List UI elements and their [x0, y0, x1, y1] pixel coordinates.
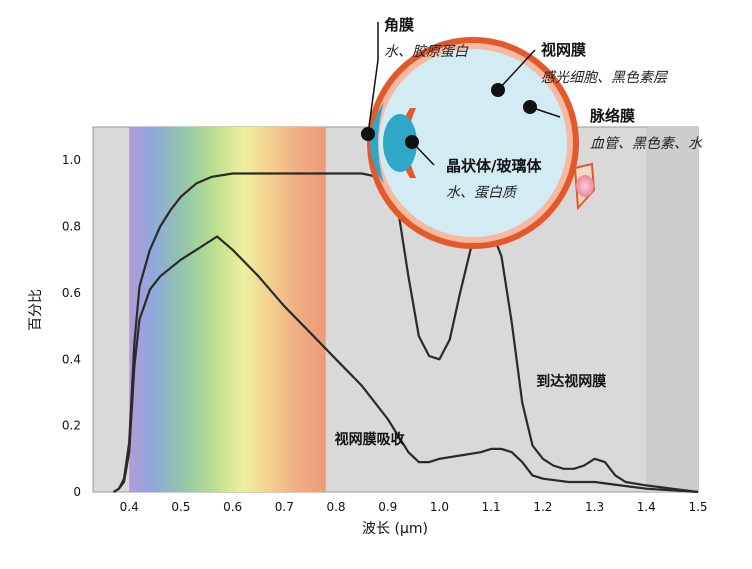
curve-label: 到达视网膜 [536, 373, 606, 390]
optic-nerve [576, 175, 594, 197]
y-tick-label: 1.0 [62, 153, 81, 167]
y-tick-label: 0 [73, 485, 81, 499]
x-tick-label: 0.5 [171, 500, 190, 514]
ir-shade-region [646, 127, 698, 492]
y-tick-label: 0.6 [62, 286, 81, 300]
x-tick-label: 1.5 [688, 500, 707, 514]
x-axis-label: 波长 (μm) [362, 521, 428, 537]
retina-title: 视网膜 [541, 41, 586, 59]
eye-vitreous [379, 49, 567, 237]
y-tick-label: 0.8 [62, 220, 81, 234]
annotation-leaders [361, 22, 561, 166]
curve-label: 视网膜吸收 [335, 431, 406, 448]
retina-subtitle: 感光细胞、黑色素层 [541, 70, 669, 86]
x-tick-label: 0.7 [275, 500, 294, 514]
curves-group [113, 172, 699, 494]
choroid-subtitle: 血管、黑色素、水 [590, 136, 703, 152]
choroid-title: 脉络膜 [589, 107, 635, 125]
cornea-subtitle: 水、胶原蛋白 [384, 44, 469, 60]
lens-subtitle: 水、蛋白质 [446, 185, 518, 201]
x-axis-ticks: 0.4 0.5 0.6 0.7 0.8 0.9 1.0 1.1 1.2 1.3 1.4 1.5 [120, 500, 708, 514]
retina-marker [491, 83, 505, 97]
lens-title: 晶状体/玻璃体 [446, 157, 542, 175]
y-tick-label: 0.4 [62, 352, 81, 366]
x-tick-label: 1.4 [637, 500, 656, 514]
x-tick-label: 0.8 [326, 500, 345, 514]
x-tick-label: 1.2 [533, 500, 552, 514]
lens-marker [405, 135, 419, 149]
x-tick-label: 1.1 [482, 500, 501, 514]
x-tick-label: 0.4 [120, 500, 139, 514]
cornea-leader-line [367, 59, 379, 135]
retina-leader-line [497, 49, 536, 91]
y-axis-label: 百分比 [28, 289, 44, 331]
visible-spectrum-band [129, 127, 326, 492]
x-tick-label: 1.3 [585, 500, 604, 514]
x-tick-label: 0.9 [378, 500, 397, 514]
y-axis-ticks: 0 0.2 0.4 0.6 0.8 1.0 [62, 153, 81, 499]
cornea-marker [361, 127, 375, 141]
x-tick-label: 1.0 [430, 500, 449, 514]
series-line-1 [113, 172, 699, 494]
y-tick-label: 0.2 [62, 419, 81, 433]
lens-shape [383, 114, 417, 172]
cornea-shape [370, 102, 384, 184]
series-line-2 [113, 235, 699, 494]
cornea-title: 角膜 [384, 16, 414, 34]
eye-diagram [367, 37, 596, 249]
x-tick-label: 0.6 [223, 500, 242, 514]
choroid-marker [523, 100, 537, 114]
